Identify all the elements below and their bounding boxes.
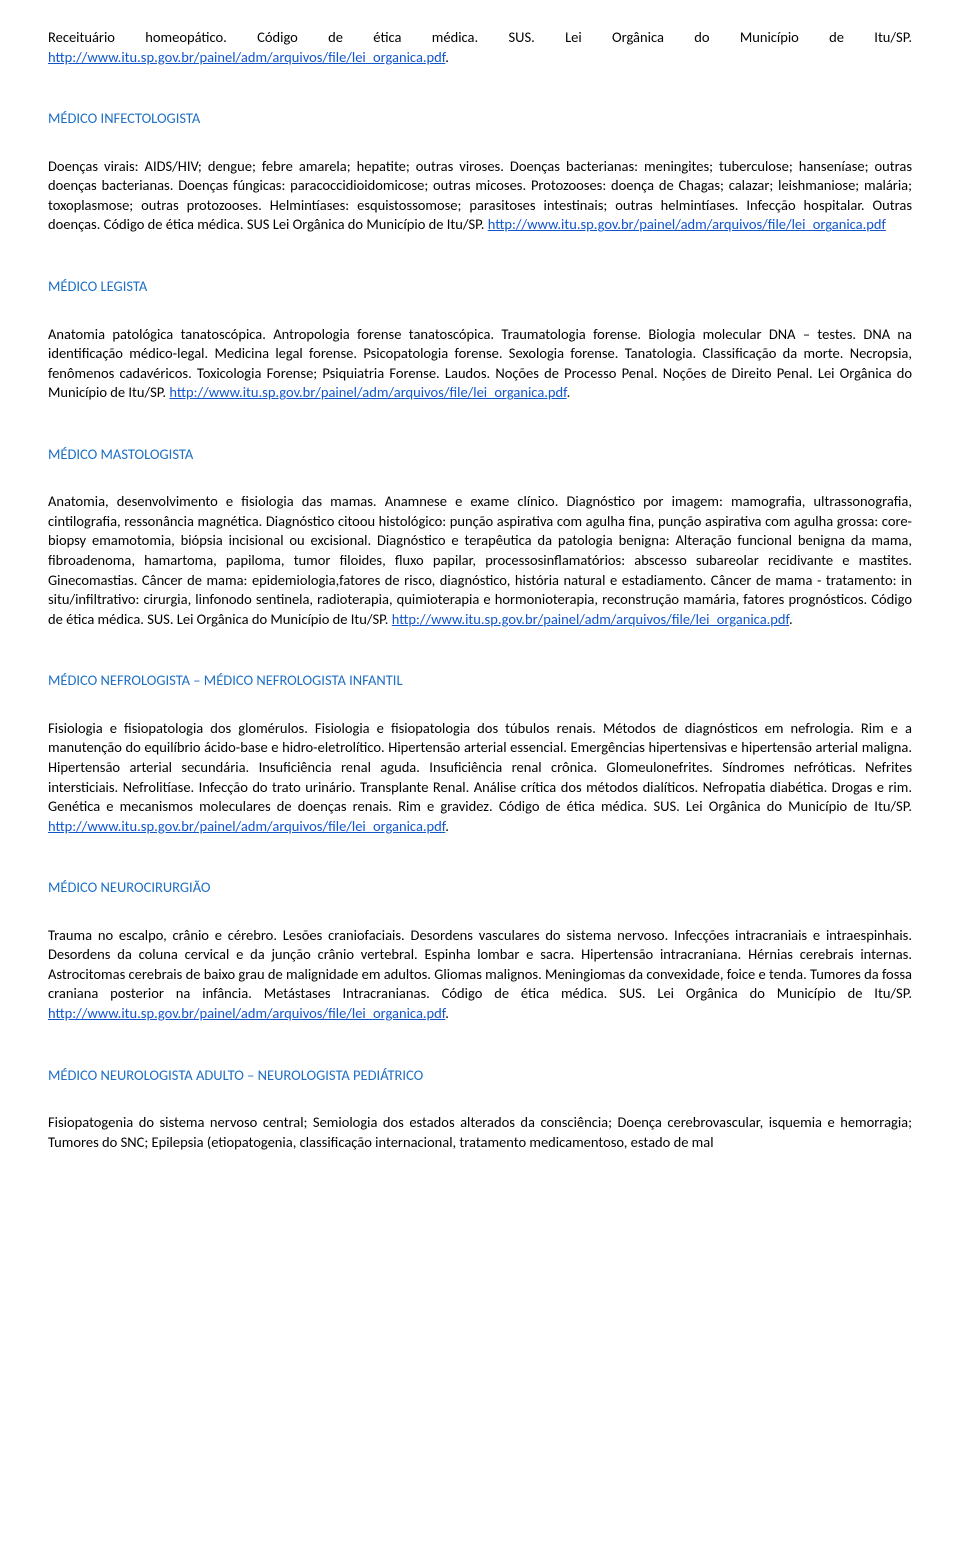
section-title: MÉDICO INFECTOLOGISTA (48, 109, 912, 129)
intro-paragraph: Receituário homeopático. Código de ética… (48, 28, 912, 67)
section-title: MÉDICO NEUROCIRURGIÃO (48, 878, 912, 898)
section-title: MÉDICO MASTOLOGISTA (48, 445, 912, 465)
section-text-after: . (445, 1004, 449, 1022)
intro-text-after: . (445, 48, 449, 66)
section-link[interactable]: http://www.itu.sp.gov.br/painel/adm/arqu… (48, 1004, 445, 1022)
section-text-before: Anatomia, desenvolvimento e fisiologia d… (48, 492, 912, 627)
section-body: Trauma no escalpo, crânio e cérebro. Les… (48, 926, 912, 1024)
section-link[interactable]: http://www.itu.sp.gov.br/painel/adm/arqu… (169, 383, 566, 401)
section-title: MÉDICO NEFROLOGISTA – MÉDICO NEFROLOGIST… (48, 671, 912, 691)
section-body: Fisiologia e fisiopatologia dos glomérul… (48, 719, 912, 836)
section-text-before: Fisiologia e fisiopatologia dos glomérul… (48, 719, 912, 815)
section-text-after: . (445, 817, 449, 835)
section-body: Fisiopatogenia do sistema nervoso centra… (48, 1113, 912, 1152)
section-body: Anatomia, desenvolvimento e fisiologia d… (48, 492, 912, 629)
section-title: MÉDICO NEUROLOGISTA ADULTO – NEUROLOGIST… (48, 1066, 912, 1086)
section-link[interactable]: http://www.itu.sp.gov.br/painel/adm/arqu… (488, 215, 886, 233)
section-text-after: . (567, 383, 571, 401)
intro-text-before: Receituário homeopático. Código de ética… (48, 28, 912, 46)
section-link[interactable]: http://www.itu.sp.gov.br/painel/adm/arqu… (48, 817, 445, 835)
section-link[interactable]: http://www.itu.sp.gov.br/painel/adm/arqu… (392, 610, 789, 628)
section-body: Doenças virais: AIDS/HIV; dengue; febre … (48, 157, 912, 235)
section-text-before: Fisiopatogenia do sistema nervoso centra… (48, 1113, 912, 1151)
section-text-before: Trauma no escalpo, crânio e cérebro. Les… (48, 926, 912, 1003)
section-title: MÉDICO LEGISTA (48, 277, 912, 297)
section-text-after: . (789, 610, 793, 628)
intro-link[interactable]: http://www.itu.sp.gov.br/painel/adm/arqu… (48, 48, 445, 66)
section-body: Anatomia patológica tanatoscópica. Antro… (48, 325, 912, 403)
